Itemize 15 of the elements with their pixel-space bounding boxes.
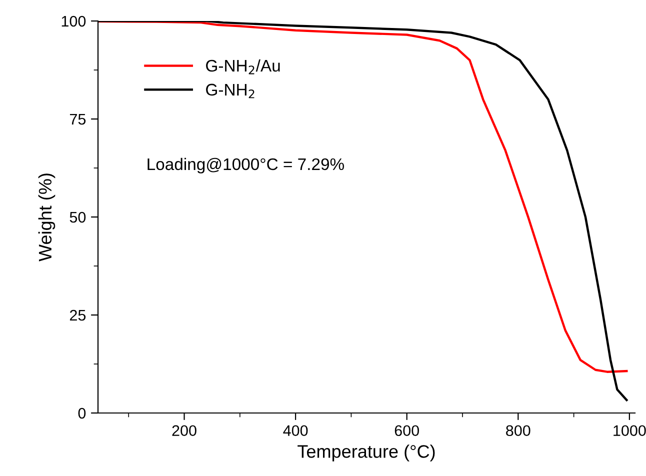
x-tick-label: 800 xyxy=(506,425,530,436)
x-tick-label: 200 xyxy=(172,425,196,436)
annotation: Loading@1000°C = 7.29% xyxy=(148,158,344,174)
x-tick-label: 400 xyxy=(283,425,308,436)
y-tick-label: 100 xyxy=(62,16,86,27)
x-tick-label: 1000 xyxy=(614,425,646,436)
y-tick-label: 25 xyxy=(70,310,86,321)
x-tick-label: 600 xyxy=(394,425,419,436)
x-axis-title: Temperature (°C) xyxy=(298,444,435,462)
legend-label: G-NH$_{2}$/Au xyxy=(206,59,280,74)
y-axis-title: Weight (%) xyxy=(38,174,56,262)
y-tick-label: 75 xyxy=(70,114,86,125)
y-tick-label: 50 xyxy=(70,212,86,223)
y-tick-label: 0 xyxy=(78,408,86,419)
legend-label: G-NH$_{2}$ xyxy=(206,84,254,98)
